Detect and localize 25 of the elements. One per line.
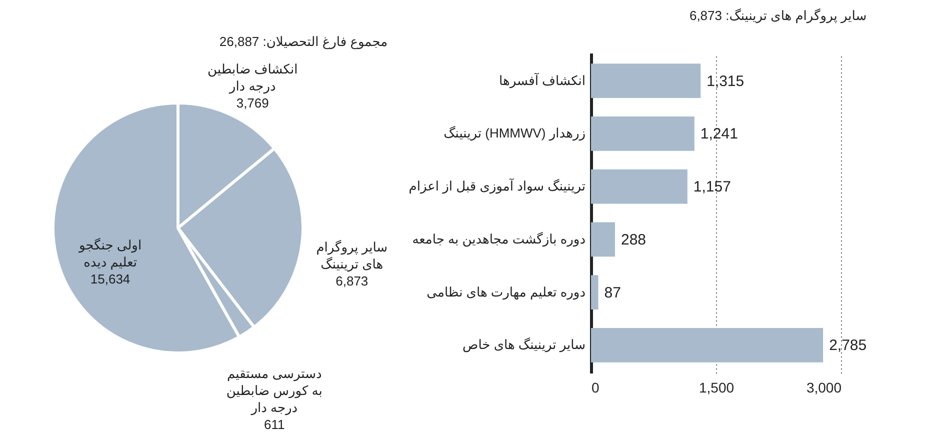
y-tick-label: ترینینگ (HMMWV) زرهدار xyxy=(444,126,586,142)
data-label: 1,157 xyxy=(693,178,731,196)
slice-label: اولی جنگجو تعلیم دیده xyxy=(78,238,142,271)
slice-label: سایر پروگرام های ترینینگ xyxy=(316,240,388,273)
data-label: 2,785 xyxy=(829,337,867,354)
data-label: 611 xyxy=(264,417,285,432)
data-label: 288 xyxy=(621,231,646,248)
y-tick-label: دوره تعلیم مهارت های نظامی xyxy=(426,284,586,300)
data-label: 87 xyxy=(604,284,621,302)
chart-title: مجموع فارغ التحصیلان: 26,887 xyxy=(219,34,388,50)
y-tick-label: دوره بازگشت مجاهدین به جامعه xyxy=(412,231,586,248)
data-label: 1,241 xyxy=(700,126,738,143)
chart-title: سایر پروگرام های ترینینگ: 6,873 xyxy=(689,8,867,24)
x-tick-label: 0 xyxy=(592,380,600,396)
data-label: 15,634 xyxy=(90,272,130,287)
y-tick-label: انکشاف آفسرها xyxy=(499,72,586,89)
x-tick-label: 3,000 xyxy=(806,380,842,396)
y-tick-label: سایر ترینینگ های خاص xyxy=(462,337,586,354)
data-label: 6,873 xyxy=(336,274,368,289)
slice-label: دسترسی مستقیم به کورس ضابطین درجه دار xyxy=(226,366,322,416)
y-tick-label: ترینینگ سواد آموزی قبل از اعزام xyxy=(408,178,586,195)
x-tick-label: 1,500 xyxy=(698,380,734,396)
data-label: 1,315 xyxy=(706,72,744,90)
slice-label: انکشاف ضابطین درجه دار xyxy=(208,62,298,95)
data-label: 3,769 xyxy=(236,96,269,111)
